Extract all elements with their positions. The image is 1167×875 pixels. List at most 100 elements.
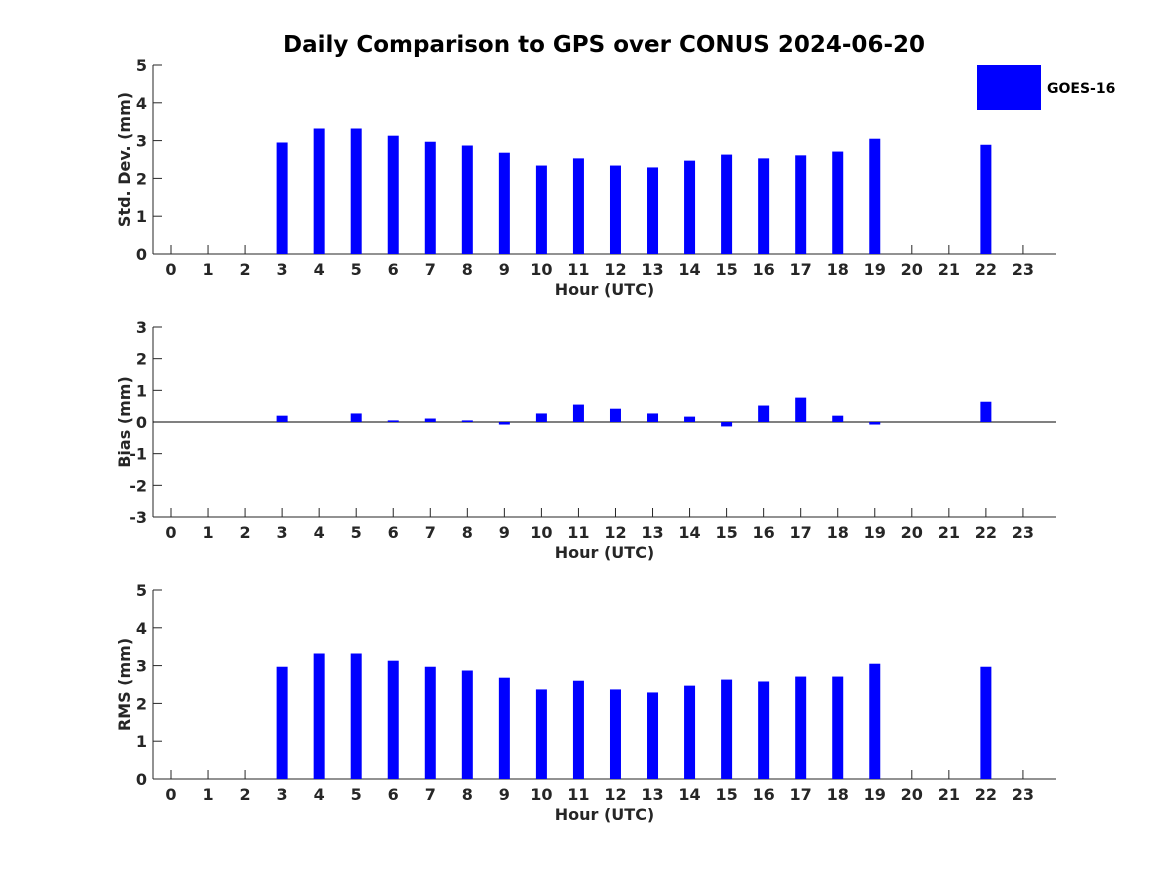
bar — [572, 404, 584, 422]
x-tick-label: 8 — [462, 785, 473, 804]
bar — [276, 142, 288, 254]
bar — [684, 160, 696, 254]
y-tick-label: 0 — [136, 245, 147, 264]
y-tick-label: 3 — [136, 132, 147, 151]
bar — [387, 660, 399, 779]
x-tick-label: 23 — [1012, 785, 1034, 804]
bar — [832, 151, 844, 254]
x-tick-label: 9 — [499, 260, 510, 279]
bar — [832, 676, 844, 779]
bar — [350, 653, 362, 779]
x-tick-label: 16 — [753, 260, 775, 279]
x-tick-label: 17 — [790, 785, 812, 804]
x-tick-label: 11 — [567, 523, 589, 542]
x-tick-label: 6 — [388, 523, 399, 542]
x-tick-label: 11 — [567, 785, 589, 804]
bar — [498, 677, 510, 779]
bar — [795, 397, 807, 422]
x-tick-label: 18 — [827, 523, 849, 542]
y-tick-label: 0 — [136, 770, 147, 789]
x-tick-label: 19 — [864, 523, 886, 542]
bar — [313, 653, 325, 779]
x-tick-label: 12 — [604, 260, 626, 279]
x-tick-label: 8 — [462, 260, 473, 279]
bar — [535, 165, 547, 254]
x-tick-label: 3 — [277, 785, 288, 804]
x-tick-label: 18 — [827, 785, 849, 804]
x-tick-label: 20 — [901, 523, 923, 542]
x-tick-label: 3 — [277, 260, 288, 279]
x-tick-label: 17 — [790, 260, 812, 279]
y-tick-label: 2 — [136, 169, 147, 188]
x-tick-label: 23 — [1012, 260, 1034, 279]
x-tick-label: 19 — [864, 785, 886, 804]
x-tick-label: 20 — [901, 785, 923, 804]
y-tick-label: 5 — [136, 581, 147, 600]
bar — [609, 165, 621, 254]
x-tick-label: 16 — [753, 785, 775, 804]
bar — [869, 138, 881, 254]
bar — [350, 413, 362, 422]
bar — [609, 408, 621, 422]
x-tick-label: 5 — [351, 260, 362, 279]
bar — [980, 666, 992, 779]
x-tick-label: 11 — [567, 260, 589, 279]
x-tick-label: 10 — [530, 785, 552, 804]
y-tick-label: 0 — [136, 413, 147, 432]
legend-label: GOES-16 — [1047, 81, 1115, 97]
x-tick-label: 12 — [604, 785, 626, 804]
x-tick-label: 18 — [827, 260, 849, 279]
x-tick-label: 2 — [240, 523, 251, 542]
bar — [498, 422, 510, 425]
x-tick-label: 9 — [499, 523, 510, 542]
bar — [980, 401, 992, 422]
y-tick-label: 1 — [136, 207, 147, 226]
legend-swatch — [977, 65, 1041, 110]
legend: GOES-16 — [977, 65, 1115, 110]
x-tick-label: 12 — [604, 523, 626, 542]
x-tick-label: 7 — [425, 523, 436, 542]
x-tick-label: 2 — [240, 260, 251, 279]
bar — [795, 155, 807, 254]
bar — [276, 415, 288, 422]
x-tick-label: 13 — [641, 523, 663, 542]
y-tick-label: -1 — [129, 445, 147, 464]
y-tick-label: 2 — [136, 694, 147, 713]
x-tick-label: 8 — [462, 523, 473, 542]
x-tick-label: 21 — [938, 785, 960, 804]
x-tick-label: 4 — [314, 260, 325, 279]
bar — [721, 154, 733, 254]
x-tick-label: 9 — [499, 785, 510, 804]
y-axis-label: Bias (mm) — [115, 376, 134, 468]
bar — [461, 145, 473, 254]
x-tick-label: 14 — [678, 260, 700, 279]
x-tick-label: 15 — [715, 260, 737, 279]
y-tick-label: -3 — [129, 508, 147, 527]
x-tick-label: 3 — [277, 523, 288, 542]
bar — [424, 666, 436, 779]
bar — [572, 158, 584, 254]
bar — [832, 415, 844, 422]
x-tick-label: 4 — [314, 523, 325, 542]
x-tick-label: 13 — [641, 260, 663, 279]
x-axis-label: Hour (UTC) — [555, 805, 655, 824]
bar — [758, 405, 770, 422]
y-tick-label: 1 — [136, 732, 147, 751]
y-tick-label: 3 — [136, 657, 147, 676]
x-tick-label: 1 — [202, 260, 213, 279]
bar — [869, 663, 881, 779]
bar — [758, 158, 770, 254]
bar — [647, 413, 659, 422]
bar — [535, 689, 547, 779]
bar — [609, 689, 621, 779]
bar — [795, 676, 807, 779]
x-tick-label: 20 — [901, 260, 923, 279]
bar — [758, 681, 770, 779]
x-tick-label: 19 — [864, 260, 886, 279]
x-tick-label: 15 — [715, 785, 737, 804]
